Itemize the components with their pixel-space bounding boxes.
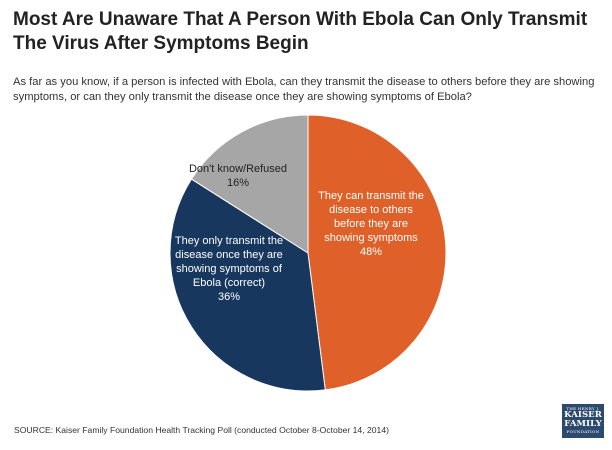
slice-label-line: Ebola (correct) [193, 277, 265, 289]
slice-label-line: disease to others [329, 204, 413, 216]
slice-label-line: Don't know/Refused [189, 163, 287, 175]
logo-bottom-text: FOUNDATION [566, 429, 600, 434]
slice-label-2: Don't know/Refused 16% [189, 163, 287, 189]
survey-question: As far as you know, if a person is infec… [13, 76, 595, 103]
slice-label-line: showing symptoms of [176, 263, 283, 275]
slice-label-line: before they are [334, 218, 408, 230]
slice-label-line: showing symptoms [324, 232, 418, 244]
kff-logo: THE HENRY J. KAISER FAMILY FOUNDATION [562, 404, 604, 438]
slice-value-label: 16% [227, 177, 249, 189]
pie-slice-1 [169, 178, 326, 392]
slice-label-1: They only transmit the disease once they … [175, 235, 283, 303]
slice-value-label: 36% [218, 291, 240, 303]
logo-top-text: THE HENRY J. [566, 406, 600, 411]
logo-name-2: FAMILY [564, 419, 602, 429]
chart-title: Most Are Unaware That A Person With Ebol… [13, 9, 588, 54]
pie-slice-2 [190, 114, 309, 254]
slice-label-line: disease once they are [175, 249, 283, 261]
slice-label-line: They only transmit the [175, 235, 283, 247]
slice-label-line: They can transmit the [318, 190, 424, 202]
pie-slice-0 [307, 114, 447, 391]
logo-name-1: KAISER [564, 410, 602, 420]
source-note: SOURCE: Kaiser Family Foundation Health … [14, 425, 389, 435]
slice-value-label: 48% [360, 246, 382, 258]
slice-label-0: They can transmit the disease to others be… [318, 190, 424, 258]
